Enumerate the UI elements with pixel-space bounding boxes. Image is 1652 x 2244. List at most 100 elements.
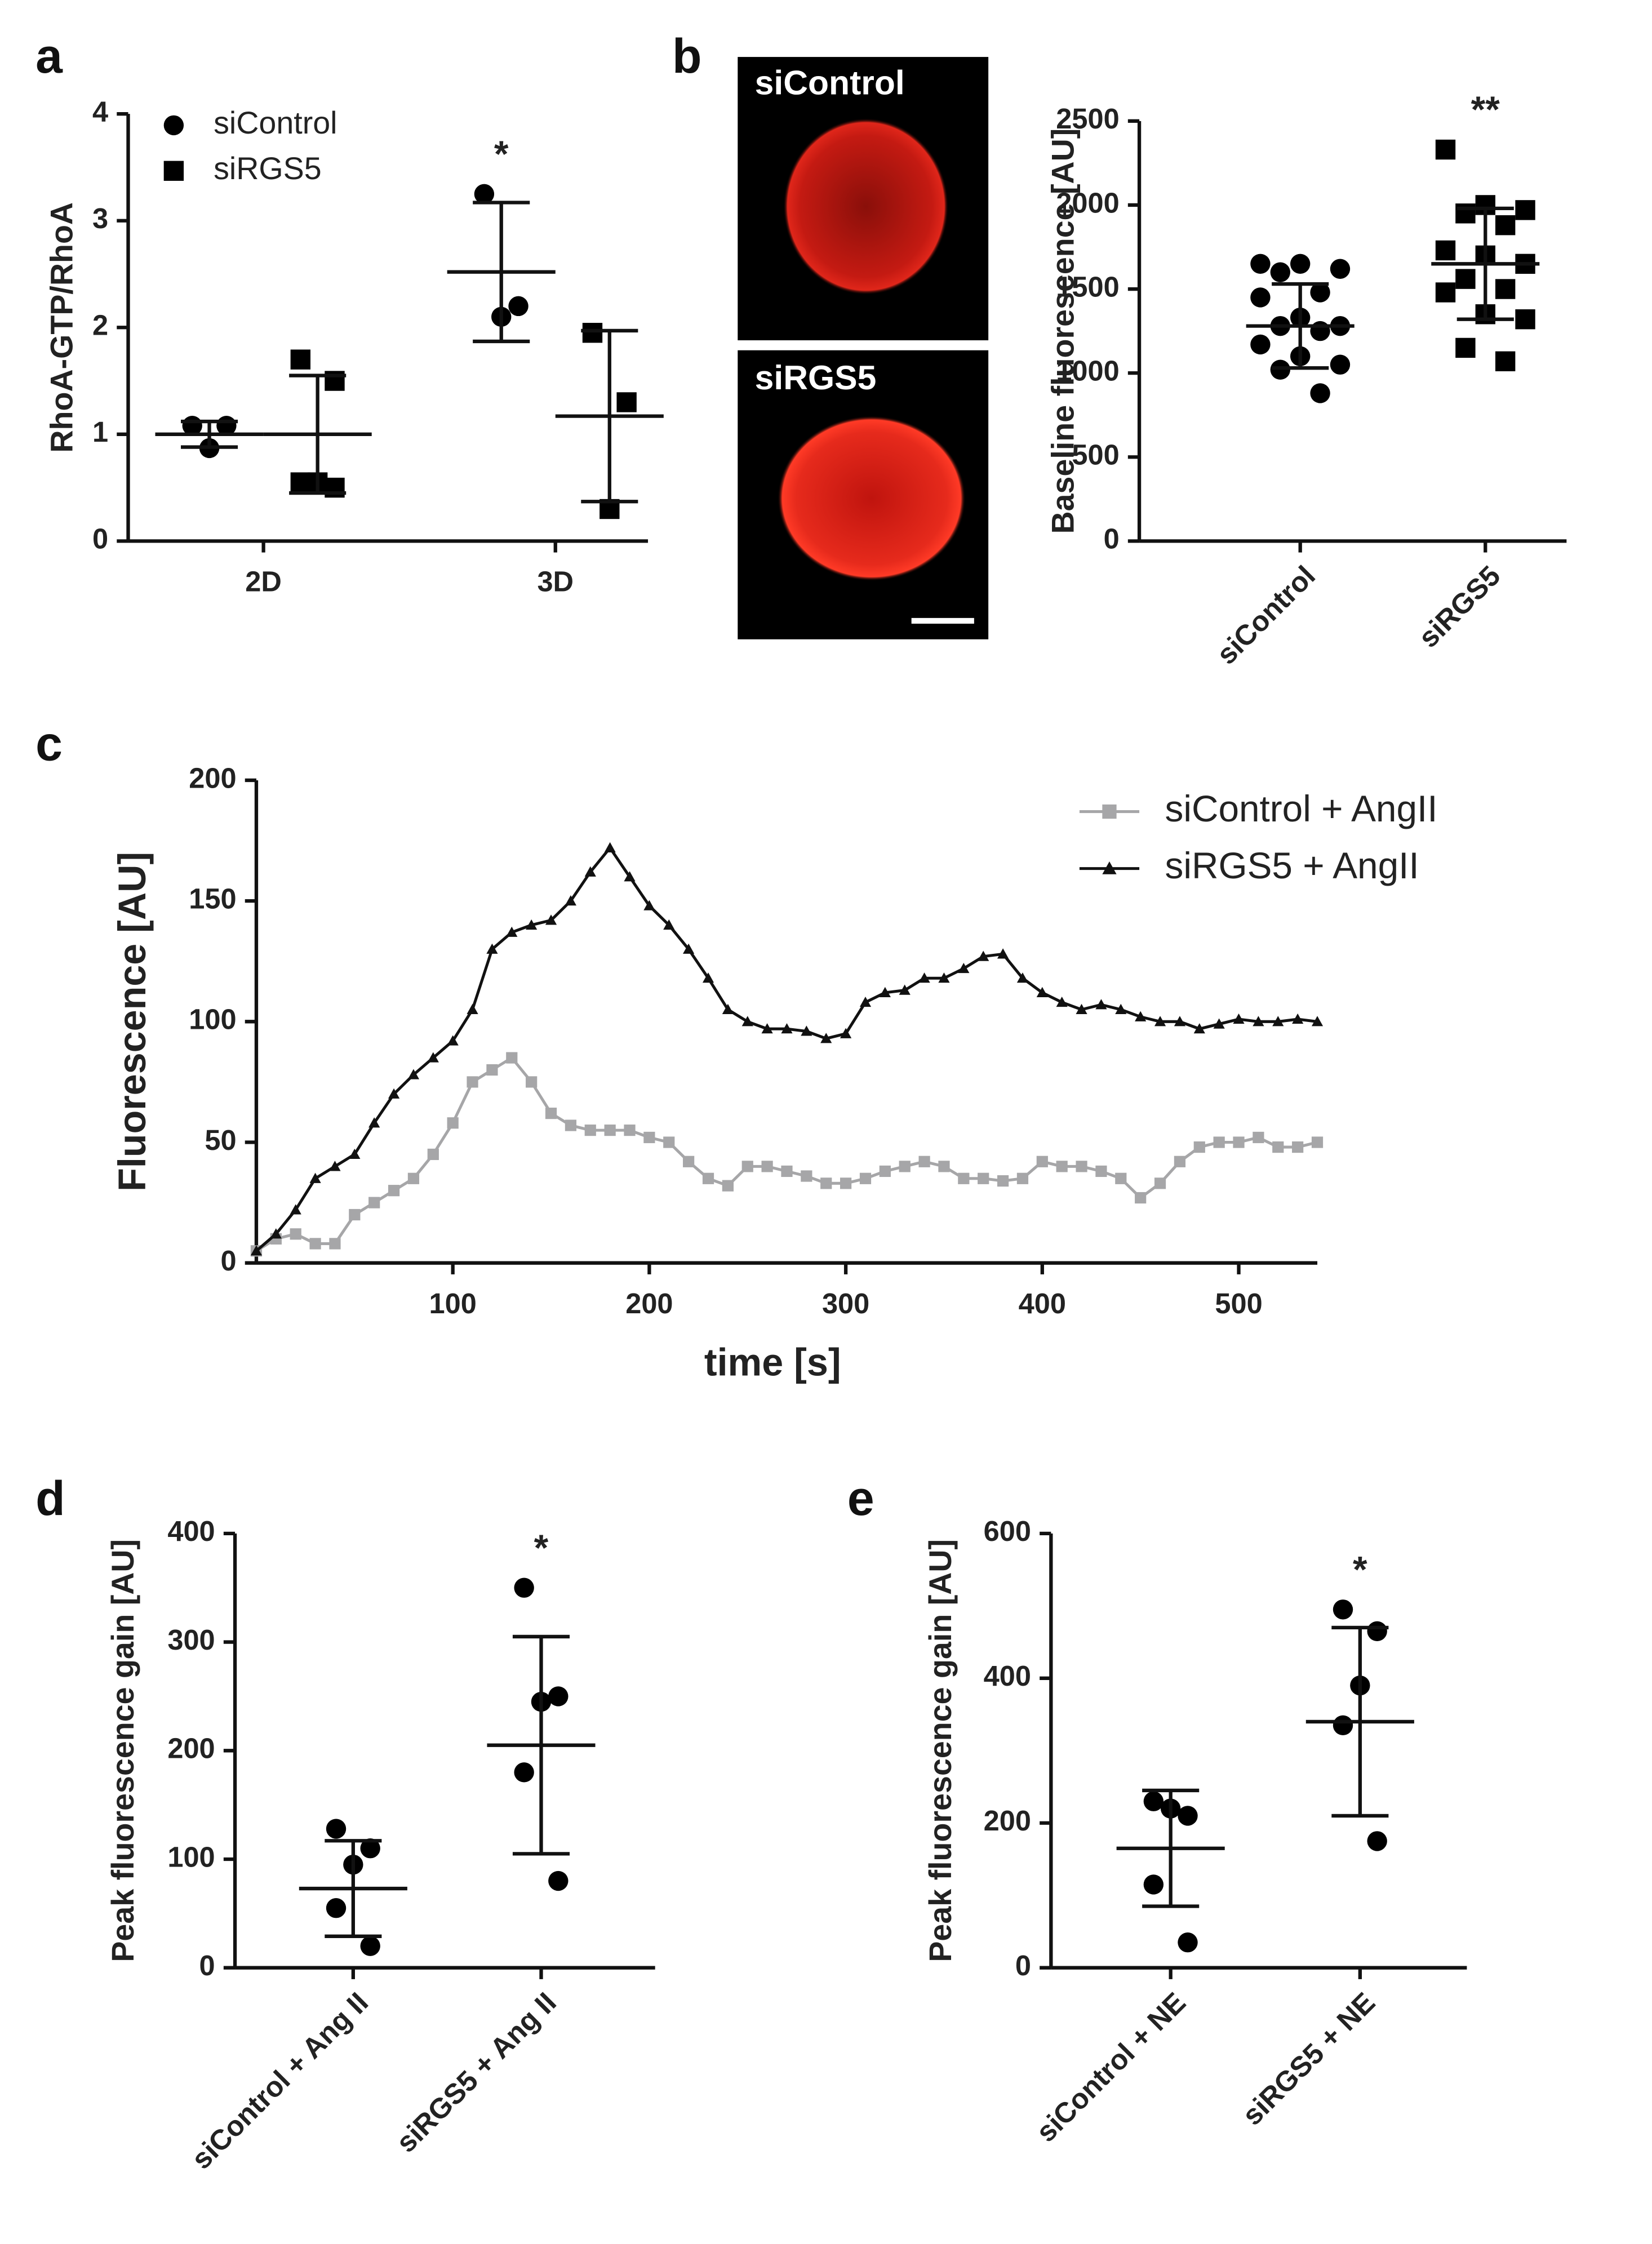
point <box>1016 972 1029 983</box>
point <box>506 926 518 937</box>
point <box>1272 1141 1284 1153</box>
y-tick-label: 2500 <box>1056 103 1119 135</box>
y-axis-label: Peak fluorescence gain [AU] <box>105 1539 140 1962</box>
y-tick-label: 0 <box>199 1949 215 1981</box>
y-axis-label: Peak fluorescence gain [AU] <box>923 1539 958 1962</box>
point <box>526 919 538 930</box>
point <box>1253 1131 1264 1144</box>
point <box>781 1023 793 1034</box>
point <box>1455 269 1476 289</box>
point <box>548 1870 569 1891</box>
point <box>1250 287 1271 308</box>
point <box>643 900 655 910</box>
point <box>997 948 1009 959</box>
y-tick-label: 300 <box>167 1624 215 1656</box>
cell <box>778 415 966 581</box>
x-tick-label: 400 <box>1019 1287 1066 1319</box>
point <box>840 1177 852 1189</box>
significance: * <box>1353 1549 1367 1590</box>
significance: * <box>534 1527 549 1568</box>
y-tick-label: 100 <box>189 1003 236 1036</box>
point <box>1115 1172 1127 1184</box>
point <box>643 1131 655 1144</box>
panel-label: b <box>672 29 702 83</box>
legend-label: siRGS5 <box>214 151 322 186</box>
point <box>1515 309 1535 330</box>
point <box>1056 1161 1068 1172</box>
point <box>514 1578 534 1598</box>
y-tick-label: 1 <box>92 416 108 448</box>
y-tick-label: 0 <box>92 523 108 555</box>
point <box>997 1175 1009 1187</box>
image-label: siControl <box>755 64 905 102</box>
y-tick-label: 2000 <box>1056 186 1119 219</box>
point <box>1435 282 1456 303</box>
point <box>1143 1874 1164 1895</box>
point <box>407 1069 420 1079</box>
y-tick-label: 0 <box>220 1245 236 1277</box>
point <box>801 1025 812 1036</box>
point <box>514 1762 534 1783</box>
point <box>1135 1011 1147 1021</box>
y-tick-label: 1500 <box>1056 270 1119 303</box>
point <box>427 1052 439 1063</box>
point <box>582 323 603 343</box>
point <box>918 972 930 983</box>
point <box>938 1161 950 1172</box>
point <box>918 1156 930 1167</box>
point <box>1253 1016 1264 1027</box>
point <box>702 1172 714 1184</box>
point <box>958 1172 970 1184</box>
point <box>447 1117 459 1129</box>
point <box>1367 1831 1387 1851</box>
point <box>388 1185 400 1197</box>
point <box>741 1016 753 1027</box>
legend-label: siControl <box>214 105 337 140</box>
point <box>349 1148 361 1159</box>
point <box>1292 1013 1304 1024</box>
significance: * <box>494 134 509 175</box>
point <box>447 1035 459 1046</box>
y-axis-label: Fluorescence [AU] <box>111 852 154 1192</box>
point <box>978 1172 989 1184</box>
point <box>1233 1013 1245 1024</box>
point <box>899 984 911 995</box>
point <box>1233 1136 1245 1148</box>
point <box>1154 1016 1166 1027</box>
point <box>1330 354 1351 375</box>
point <box>467 1076 478 1088</box>
x-tick-label: 2D <box>245 566 282 598</box>
point <box>508 296 529 317</box>
point <box>1495 215 1516 235</box>
point <box>1495 279 1516 299</box>
point <box>1174 1016 1186 1027</box>
point <box>1016 1172 1029 1184</box>
point <box>545 1107 557 1119</box>
point <box>486 1064 498 1076</box>
point <box>624 1124 636 1136</box>
point <box>1310 321 1330 341</box>
point <box>270 1228 282 1239</box>
y-tick-label: 200 <box>984 1805 1031 1837</box>
point <box>938 972 950 983</box>
x-tick-label: 500 <box>1215 1287 1262 1319</box>
y-tick-label: 600 <box>984 1515 1031 1547</box>
point <box>840 1028 852 1038</box>
y-tick-label: 3 <box>92 202 108 234</box>
point <box>1115 1003 1127 1014</box>
point <box>360 1838 380 1859</box>
legend-marker <box>163 161 184 181</box>
point <box>663 919 675 930</box>
point <box>722 1003 734 1014</box>
y-tick-label: 0 <box>1104 523 1120 555</box>
x-tick-label: 100 <box>429 1287 477 1319</box>
point <box>801 1170 812 1182</box>
point <box>1495 351 1516 371</box>
point <box>349 1208 361 1221</box>
point <box>388 1088 400 1099</box>
legend-marker <box>1102 861 1117 874</box>
point <box>761 1161 773 1172</box>
point <box>584 866 596 877</box>
point <box>859 996 872 1007</box>
point <box>604 1124 616 1136</box>
